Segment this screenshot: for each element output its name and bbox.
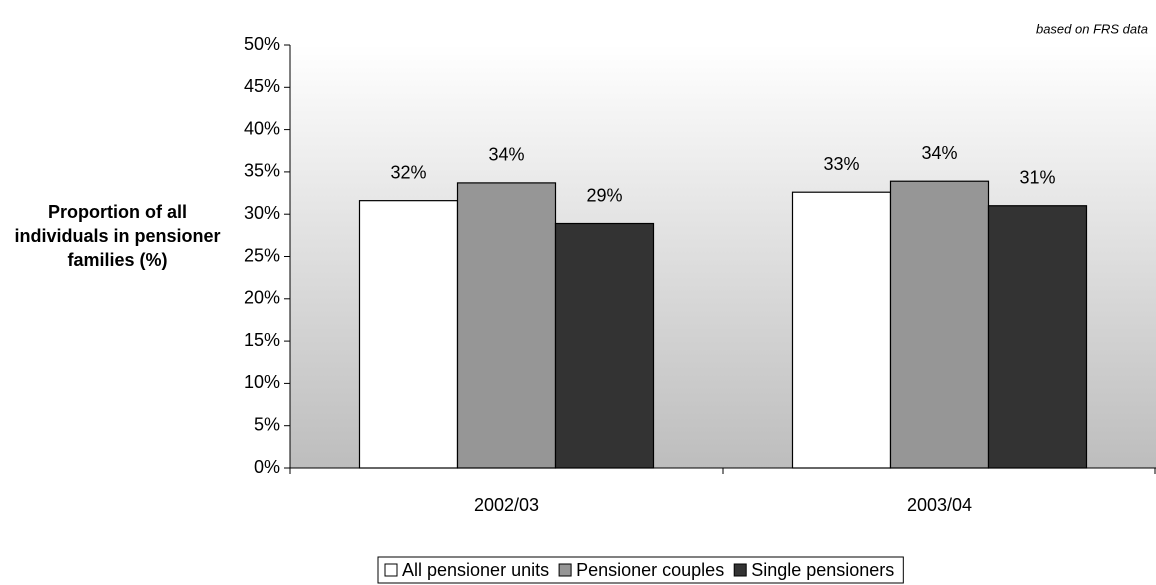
y-tick-label: 40% — [244, 118, 280, 138]
legend-label: Single pensioners — [751, 560, 894, 580]
annotation: based on FRS data — [1036, 21, 1148, 36]
bar — [889, 180, 990, 469]
legend-swatch — [733, 563, 747, 577]
legend-swatch — [384, 563, 398, 577]
bar — [987, 205, 1088, 469]
y-tick-label: 35% — [244, 161, 280, 181]
value-label: 34% — [488, 145, 524, 165]
legend-label: All pensioner units — [402, 560, 549, 580]
y-tick-label: 15% — [244, 330, 280, 350]
legend-swatch — [558, 563, 572, 577]
bar — [791, 191, 892, 469]
value-label: 31% — [1019, 167, 1055, 187]
value-label: 33% — [823, 154, 859, 174]
x-tick-label: 2002/03 — [474, 495, 539, 515]
value-label: 32% — [390, 162, 426, 182]
bar — [554, 222, 655, 469]
legend-label: Pensioner couples — [576, 560, 724, 580]
y-axis-label: Proportion of all individuals in pension… — [14, 202, 221, 270]
y-tick-label: 10% — [244, 372, 280, 392]
y-tick-label: 45% — [244, 76, 280, 96]
legend-box — [377, 556, 904, 584]
value-label: 29% — [586, 185, 622, 205]
bar — [456, 182, 557, 469]
y-tick-label: 25% — [244, 245, 280, 265]
x-tick-label: 2003/04 — [907, 495, 972, 515]
value-label: 34% — [921, 143, 957, 163]
bar — [358, 200, 459, 469]
y-tick-label: 50% — [244, 34, 280, 54]
y-tick-label: 20% — [244, 288, 280, 308]
y-tick-label: 0% — [254, 457, 280, 477]
y-tick-label: 30% — [244, 203, 280, 223]
y-tick-label: 5% — [254, 414, 280, 434]
